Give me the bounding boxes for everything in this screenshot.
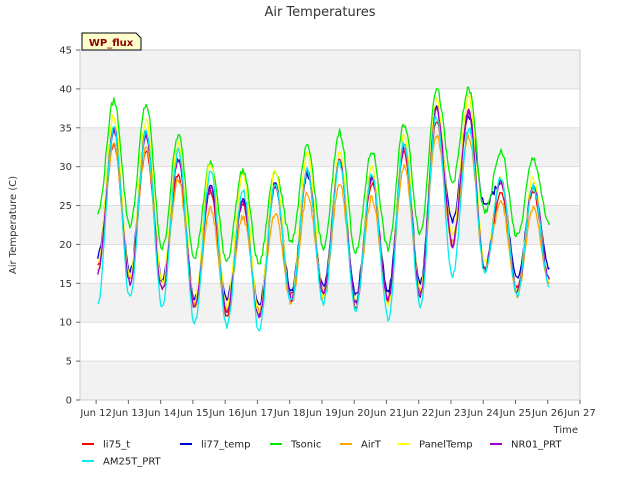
y-tick-label: 40 [59, 84, 72, 95]
x-tick-label: Jun 24 [466, 408, 499, 419]
x-tick-label: Jun 19 [305, 408, 338, 419]
legend-label: AM25T_PRT [103, 457, 162, 468]
x-tick-label: Jun 16 [208, 408, 241, 419]
x-tick-label: Jun 23 [434, 408, 467, 419]
x-tick-label: Jun 18 [273, 408, 306, 419]
x-tick-label: Jun 22 [402, 408, 435, 419]
grid-band [80, 361, 580, 400]
x-tick-label: Jun 27 [563, 408, 596, 419]
y-tick-label: 45 [59, 46, 72, 57]
grid-band [80, 283, 580, 323]
y-tick-label: 30 [59, 162, 72, 173]
chart-title: Air Temperatures [264, 5, 375, 20]
legend-label: li77_temp [201, 440, 250, 451]
x-tick-label: Jun 25 [499, 408, 532, 419]
x-tick-label: Jun 14 [144, 408, 177, 419]
y-tick-label: 25 [59, 201, 72, 212]
series-line-tsonic [97, 86, 551, 265]
x-axis-ticks: Jun 12 Jun 13 Jun 14 Jun 15 Jun 16 Jun 17 Jun … [79, 400, 596, 419]
x-tick-label: Jun 21 [370, 408, 403, 419]
y-tick-label: 10 [59, 318, 72, 329]
legend-label: NR01_PRT [511, 440, 562, 451]
x-tick-label: Jun 12 [79, 408, 112, 419]
y-tick-label: 5 [66, 357, 72, 368]
legend-label: li75_t [103, 440, 130, 451]
x-tick-label: Jun 17 [241, 408, 274, 419]
legend-label: Tsonic [290, 440, 321, 451]
series-line-am25t-prt [97, 114, 550, 332]
series-lines [97, 86, 551, 332]
x-tick-label: Jun 26 [531, 408, 564, 419]
x-tick-label: Jun 15 [176, 408, 209, 419]
grid-band [80, 88, 580, 128]
legend-label: PanelTemp [419, 440, 473, 451]
grid-band [80, 50, 580, 89]
y-tick-label: 0 [66, 396, 72, 407]
y-axis-ticks: 0 5 10 15 20 25 30 35 40 45 [59, 46, 80, 407]
legend-label: AirT [361, 440, 382, 451]
site-badge-box [81, 32, 142, 51]
site-badge: WP_flux [81, 32, 142, 51]
plot-frame [79, 49, 581, 401]
grid-band [80, 322, 580, 362]
y-axis-label: Air Temperature (C) [8, 176, 19, 274]
y-tick-label: 35 [59, 123, 72, 134]
y-tick-label: 15 [59, 279, 72, 290]
y-tick-label: 20 [59, 240, 72, 251]
site-badge-label: WP_flux [89, 38, 134, 49]
x-tick-label: Jun 20 [337, 408, 370, 419]
legend: li75_t li77_temp Tsonic AirT PanelTemp NR01_P… [82, 440, 562, 468]
x-tick-label: Jun 13 [112, 408, 145, 419]
x-axis-label: Time [553, 425, 578, 436]
grid-bands [80, 50, 580, 400]
